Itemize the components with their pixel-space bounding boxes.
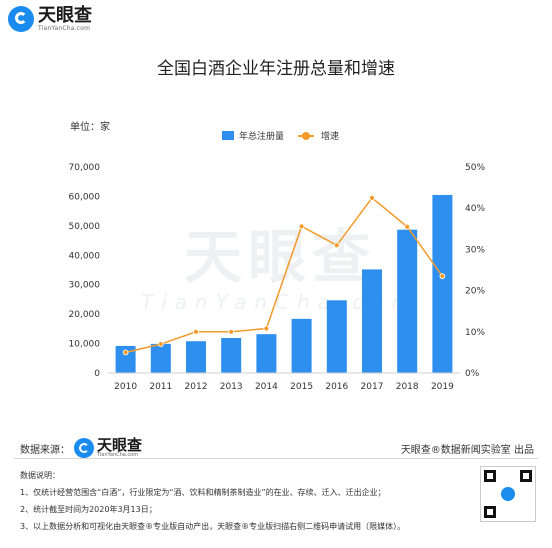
- y-right-tick-label: 0%: [465, 369, 480, 379]
- x-tick-label: 2013: [220, 382, 243, 392]
- growth-point: [122, 349, 129, 356]
- footer-divider: [14, 458, 538, 459]
- legend-bar-label: 年总注册量: [239, 132, 285, 142]
- y-left-tick-label: 30,000: [69, 281, 101, 291]
- growth-point: [439, 273, 446, 280]
- bar: [291, 318, 312, 373]
- brand-logo: 天眼查 TianYanCha.com: [8, 6, 92, 32]
- note-line: 1、仅统计经营范围含“白酒”，行业限定为“酒、饮料和精制茶制造业”的在业、存续、…: [20, 488, 386, 497]
- y-left-tick-label: 50,000: [69, 222, 101, 232]
- qr-code-icon: [480, 466, 536, 522]
- note-line: 3、以上数据分析和可视化由天眼查®专业版自动产出，天眼查®专业版扫描右侧二维码申…: [20, 522, 406, 531]
- brand-sub: TianYanCha.com: [38, 24, 91, 32]
- tianyancha-source-icon: [74, 438, 94, 458]
- legend-line-label: 增速: [321, 132, 340, 142]
- growth-point: [404, 223, 411, 230]
- x-tick-label: 2015: [290, 382, 313, 392]
- x-tick-label: 2017: [361, 382, 384, 392]
- data-notes: 数据说明： 1、仅统计经营范围含“白酒”，行业限定为“酒、饮料和精制茶制造业”的…: [20, 467, 405, 535]
- legend-bar-swatch: [222, 131, 234, 140]
- x-tick-label: 2010: [114, 382, 137, 392]
- note-line: 2、统计截至时间为2020年3月13日；: [20, 505, 157, 514]
- y-left-tick-label: 20,000: [69, 310, 101, 320]
- y-right-tick-label: 10%: [465, 328, 485, 338]
- growth-point: [228, 328, 235, 335]
- y-right-tick-label: 30%: [465, 245, 485, 255]
- y-left-tick-label: 70,000: [69, 163, 101, 173]
- bar: [115, 345, 136, 373]
- growth-point: [263, 325, 270, 332]
- bar: [397, 229, 418, 373]
- growth-line: [125, 196, 444, 354]
- bar: [256, 334, 277, 373]
- legend-line-dot: [302, 132, 310, 140]
- growth-point: [193, 328, 199, 335]
- y-left-tick-label: 0: [94, 369, 100, 379]
- notes-title: 数据说明：: [20, 471, 60, 480]
- bar: [432, 194, 453, 373]
- source-label: 数据来源：: [20, 444, 70, 456]
- y-left-tick-label: 40,000: [69, 251, 101, 261]
- growth-point: [157, 341, 164, 348]
- chart-title: 全国白酒企业年注册总量和增速: [157, 59, 395, 79]
- source-brand-name: 天眼查: [97, 436, 143, 454]
- data-source: 数据来源： 天眼查 TianYanCha.com: [20, 438, 142, 458]
- y-right-tick-label: 40%: [465, 204, 485, 214]
- tianyancha-logo-icon: [8, 6, 34, 32]
- growth-point: [298, 223, 305, 230]
- bar: [326, 300, 347, 373]
- x-tick-label: 2019: [431, 382, 454, 392]
- bar: [362, 269, 382, 373]
- x-tick-label: 2016: [325, 382, 348, 392]
- x-tick-label: 2011: [149, 382, 172, 392]
- x-tick-label: 2018: [396, 382, 419, 392]
- credit-line: 天眼查®数据新闻实验室 出品: [400, 445, 534, 456]
- growth-point: [333, 242, 340, 249]
- y-right-tick-label: 20%: [465, 287, 485, 297]
- bar: [221, 337, 242, 373]
- source-brand-sub: TianYanCha.com: [97, 452, 139, 458]
- y-left-tick-label: 10,000: [69, 340, 101, 350]
- y-right-tick-label: 50%: [465, 163, 485, 173]
- y-left-tick-label: 60,000: [69, 192, 101, 202]
- growth-point: [369, 194, 375, 201]
- watermark-main: 天眼查: [183, 223, 376, 291]
- x-tick-label: 2014: [255, 382, 278, 392]
- x-tick-label: 2012: [185, 382, 208, 392]
- unit-label: 单位：家: [70, 122, 110, 133]
- bar: [186, 341, 206, 373]
- brand-name: 天眼查: [38, 4, 92, 26]
- bar: [150, 343, 171, 373]
